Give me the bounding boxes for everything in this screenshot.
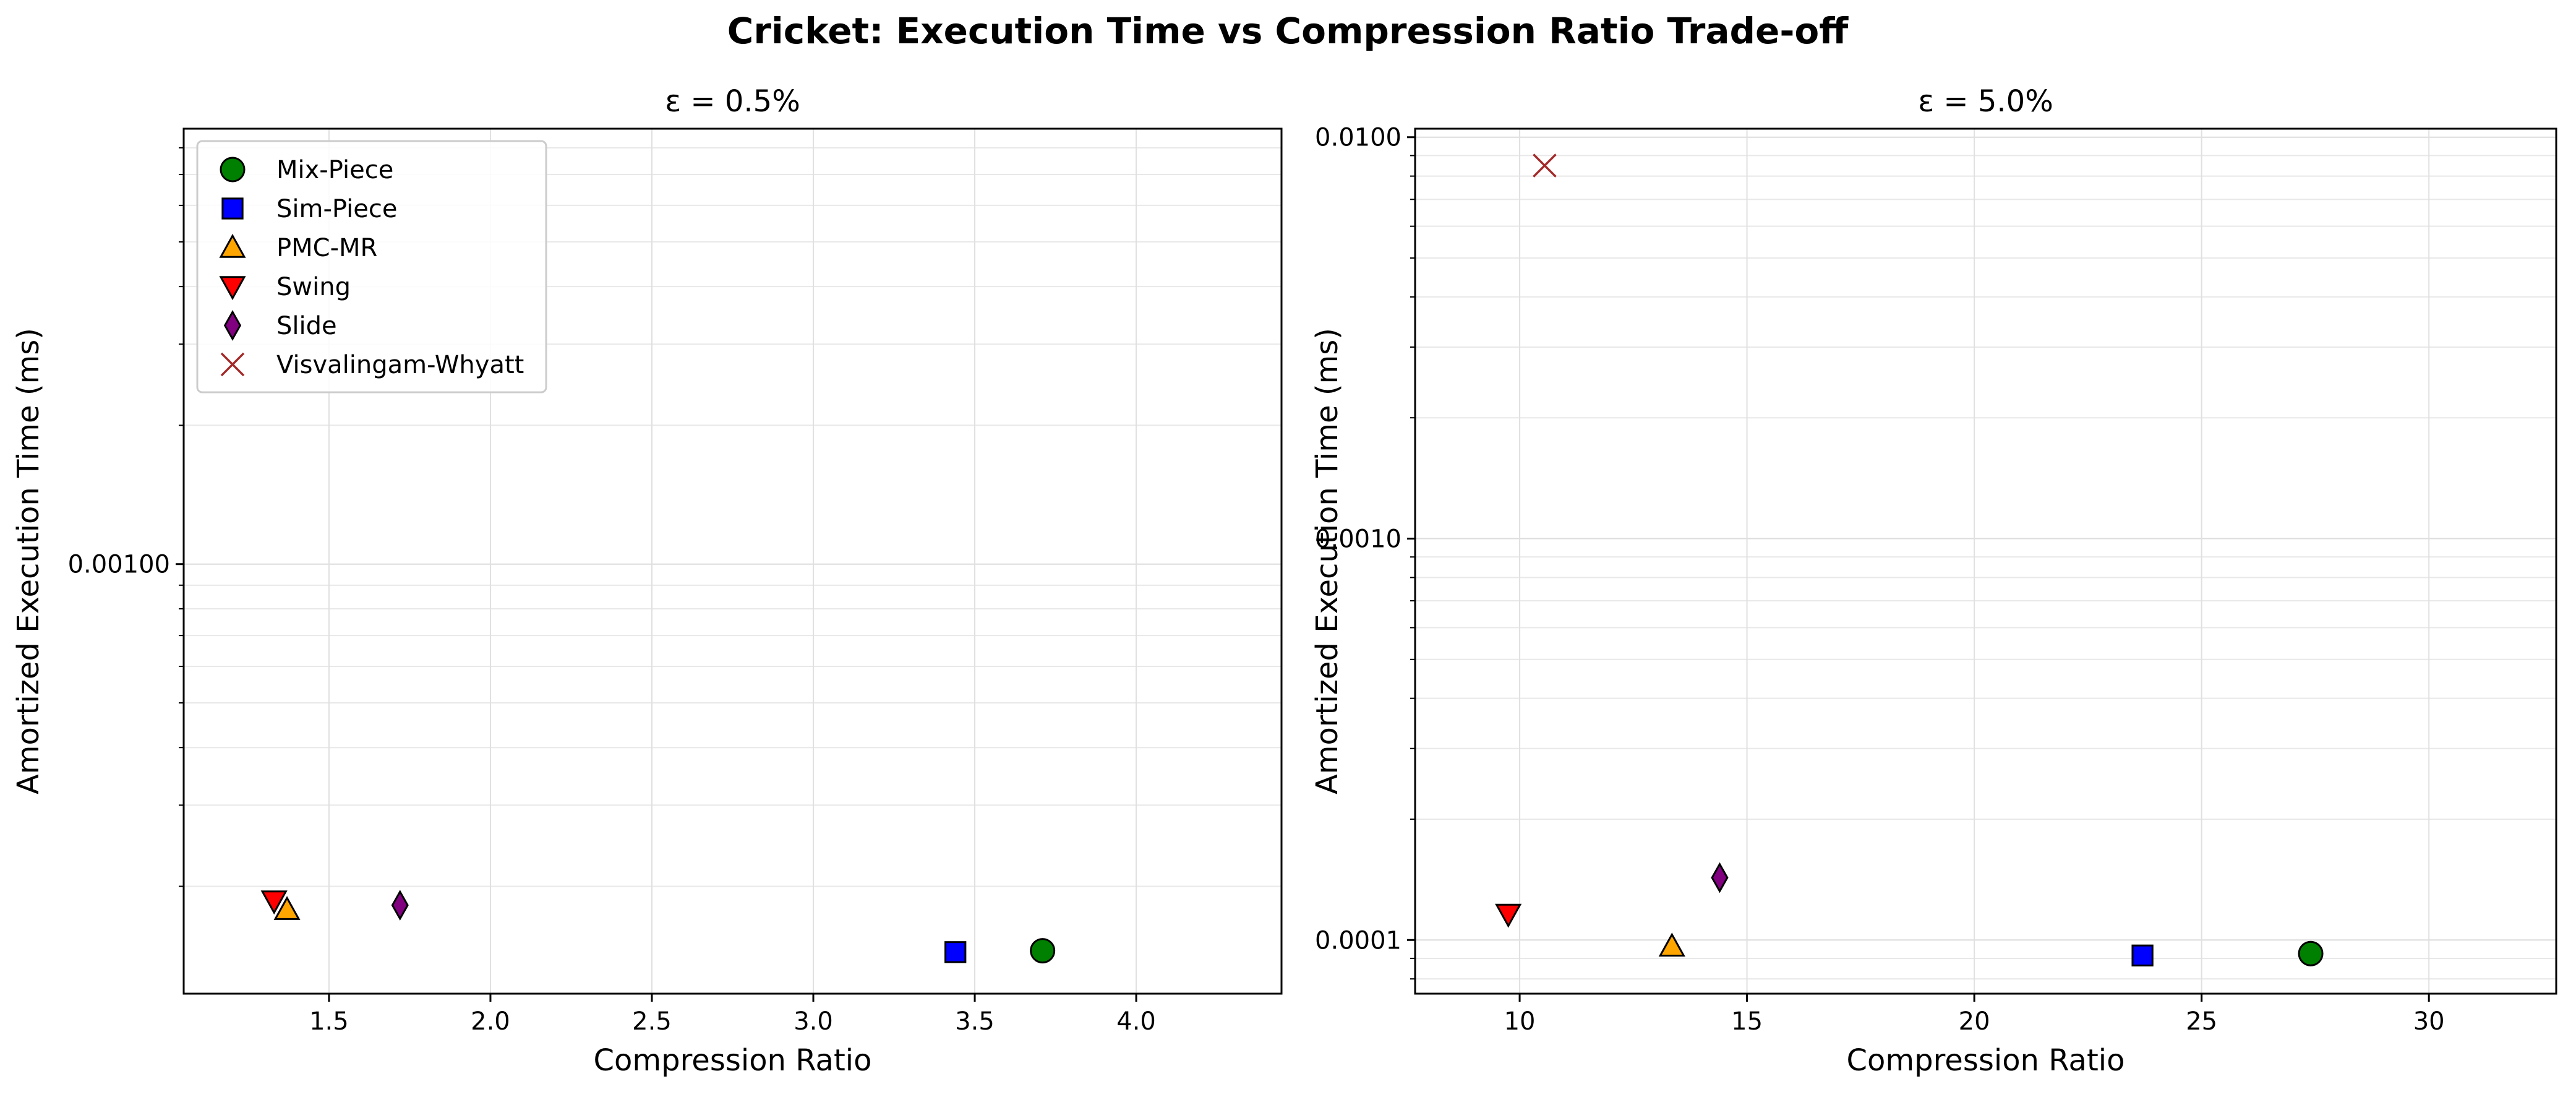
axes-frame — [1414, 127, 2557, 995]
legend-label-swing: Swing — [276, 273, 351, 301]
x-tick-label: 30 — [2413, 1007, 2445, 1036]
legend-label-sim-piece: Sim-Piece — [276, 195, 397, 223]
point-sim-piece — [944, 941, 967, 963]
x-tick-label: 2.5 — [632, 1007, 672, 1036]
x-tick-label: 3.5 — [955, 1007, 995, 1036]
subplot-epsilon-5-0: 10 15 20 25 30 0.0001 0.0010 0.0100 ε = 5.0% Comp… — [1310, 84, 2557, 1078]
legend-marker-mix-piece — [220, 157, 246, 183]
point-slide — [1711, 862, 1729, 893]
y-tick-label: 0.00100 — [68, 551, 170, 579]
legend-marker-sim-piece — [221, 197, 244, 220]
x-tick-label: 2.0 — [471, 1007, 510, 1036]
point-pmc-mr — [1658, 932, 1685, 957]
point-mix-piece — [2298, 940, 2324, 966]
y-tick-label: 0.0001 — [1315, 926, 1401, 955]
x-tick-label: 15 — [1731, 1007, 1763, 1036]
x-axis-label: Compression Ratio — [594, 1043, 872, 1078]
y-tick-label: 0.0010 — [1315, 525, 1401, 554]
point-slide — [391, 890, 409, 921]
subplot-title: ε = 5.0% — [1918, 84, 2053, 119]
legend-label-pmc-mr: PMC-MR — [276, 234, 377, 262]
figure-title: Cricket: Execution Time vs Compression R… — [727, 10, 1849, 52]
x-tick-label: 25 — [2186, 1007, 2217, 1036]
point-swing — [1495, 903, 1522, 928]
marker-stroke — [1533, 153, 1557, 178]
x-axis-label: Compression Ratio — [1847, 1043, 2125, 1078]
x-tick-label: 3.0 — [794, 1007, 833, 1036]
legend-box — [196, 140, 547, 394]
x-tick-label: 20 — [1959, 1007, 1990, 1036]
legend-marker-pmc-mr — [219, 233, 246, 258]
legend-label-mix-piece: Mix-Piece — [276, 156, 393, 184]
point-swing — [260, 890, 288, 915]
axes-frame — [182, 127, 1283, 995]
point-pmc-mr — [273, 896, 301, 920]
legend-marker-slide — [223, 310, 242, 341]
y-axis-label: Amortized Execution Time (ms) — [11, 328, 46, 794]
y-axis-label: Amortized Execution Time (ms) — [1310, 328, 1345, 794]
legend-label-visvalingam-whyatt: Visvalingam-Whyatt — [276, 351, 524, 379]
point-sim-piece — [2131, 944, 2154, 966]
legend-marker-swing — [219, 276, 246, 301]
marker-stroke — [220, 352, 245, 377]
x-tick-label: 10 — [1504, 1007, 1536, 1036]
point-visvalingam-whyatt — [1533, 153, 1557, 178]
y-tick-label: 0.0100 — [1315, 124, 1401, 152]
x-tick-label: 1.5 — [309, 1007, 349, 1036]
legend-marker-visvalingam-whyatt — [220, 352, 245, 377]
grid — [184, 129, 1282, 994]
x-tick-label: 4.0 — [1116, 1007, 1156, 1036]
grid — [1415, 129, 2556, 994]
legend-label-slide: Slide — [276, 312, 337, 340]
subplot-epsilon-0-5: 1.5 2.0 2.5 3.0 3.5 4.0 0.00100 ε = 0.5% Compres… — [11, 84, 1283, 1078]
subplot-title: ε = 0.5% — [665, 84, 800, 119]
point-mix-piece — [1030, 938, 1056, 964]
legend: Mix-Piece Sim-Piece PMC-MR Swing Slide Visval… — [196, 140, 547, 394]
